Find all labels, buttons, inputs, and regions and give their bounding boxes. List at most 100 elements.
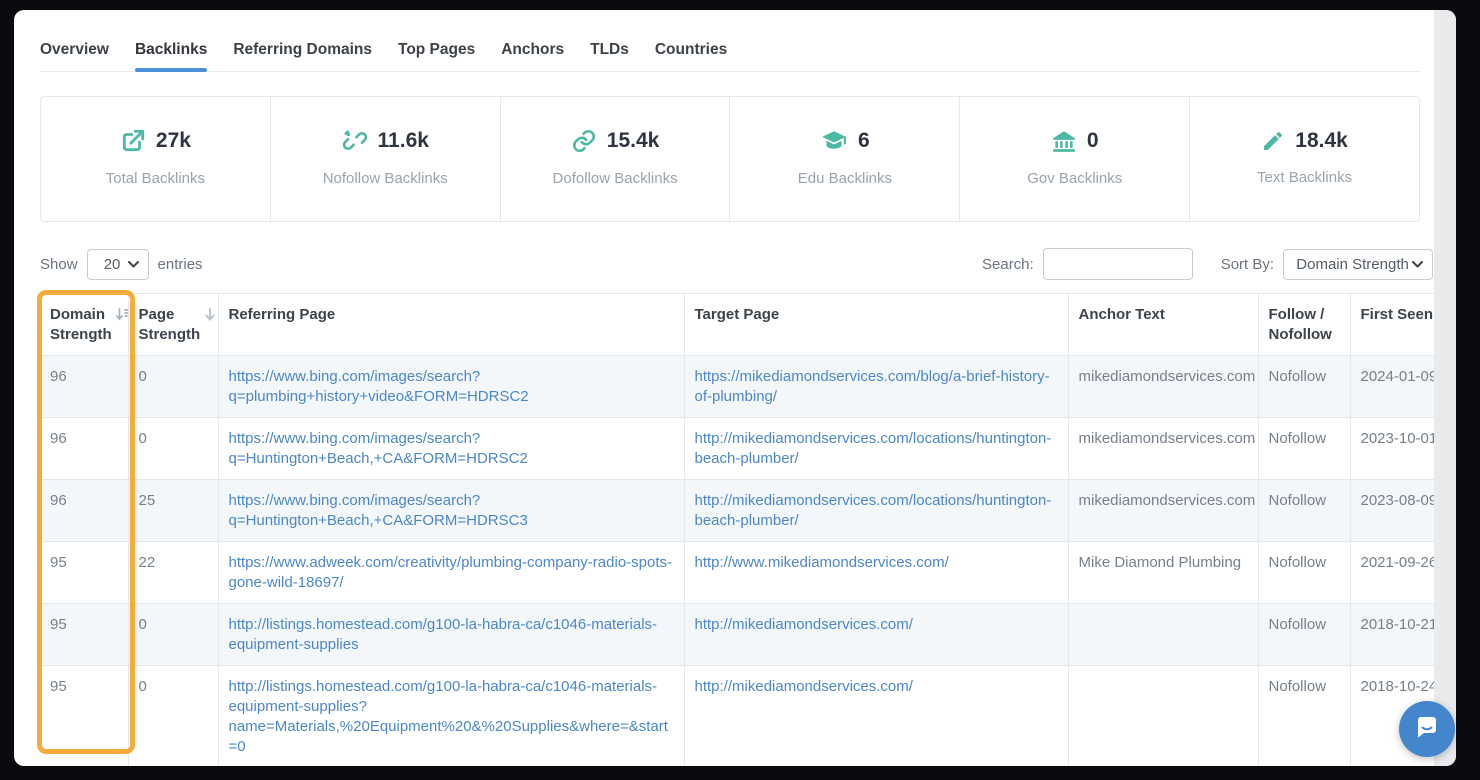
cell-target-page-link[interactable]: http://www.mikediamondservices.com/	[694, 554, 949, 571]
entries-select[interactable]: 20	[86, 248, 149, 280]
stat-text-backlinks: 18.4k Text Backlinks	[1189, 97, 1419, 221]
tab-backlinks[interactable]: Backlinks	[134, 41, 208, 72]
tab-bar: Overview Backlinks Referring Domains Top…	[40, 38, 1420, 72]
stat-total-backlinks: 27k Total Backlinks	[41, 97, 270, 221]
header-label: Anchor Text	[1078, 306, 1165, 323]
cell-anchor-text: Mike Diamond Plumbing	[1068, 541, 1259, 604]
tab-referring-domains[interactable]: Referring Domains	[233, 41, 372, 58]
cell-target-page-link[interactable]: http://mikediamondservices.com/	[694, 678, 913, 695]
cell-follow: Nofollow	[1258, 417, 1351, 480]
header-page-strength[interactable]: Page Strength	[128, 293, 219, 356]
stat-edu-backlinks: 6 Edu Backlinks	[729, 97, 959, 221]
stat-value: 15.4k	[606, 129, 660, 152]
cell-target-page: http://mikediamondservices.com/	[684, 603, 1069, 666]
cell-domain-strength: 96	[40, 355, 129, 418]
tab-anchors[interactable]: Anchors	[501, 41, 565, 58]
header-referring-page[interactable]: Referring Page	[218, 293, 685, 356]
tab-countries[interactable]: Countries	[654, 41, 728, 58]
header-label: Follow / Nofollow	[1268, 306, 1332, 343]
stat-value: 0	[1086, 129, 1099, 152]
stat-value: 6	[858, 129, 870, 152]
cell-page-strength: 0	[128, 603, 219, 666]
bank-icon	[1051, 128, 1077, 154]
link-icon	[571, 128, 597, 154]
cell-first-seen: 2023-08-09	[1350, 479, 1434, 542]
cell-anchor-text: mikediamondservices.com	[1068, 355, 1259, 418]
header-domain-strength[interactable]: Domain Strength	[40, 293, 129, 356]
cell-referring-page: http://listings.homestead.com/g100-la-ha…	[218, 603, 685, 666]
cell-referring-page: https://www.bing.com/images/search?q=plu…	[218, 355, 685, 418]
cell-referring-page: https://www.adweek.com/creativity/plumbi…	[218, 541, 685, 604]
header-label: First Seen	[1360, 306, 1434, 323]
cell-target-page: http://mikediamondservices.com/locations…	[684, 479, 1069, 542]
backlink-stats-card: 27k Total Backlinks 11.6k Nofollow Backl…	[40, 96, 1420, 222]
cell-referring-page-link[interactable]: https://www.bing.com/images/search?q=Hun…	[228, 430, 528, 467]
stat-label: Dofollow Backlinks	[552, 170, 678, 187]
stat-value: 27k	[155, 129, 191, 152]
search-input[interactable]	[1042, 248, 1193, 280]
header-follow-nofollow[interactable]: Follow / Nofollow	[1258, 293, 1351, 356]
sort-by-select[interactable]: Domain Strength	[1283, 248, 1434, 280]
cell-referring-page: http://listings.homestead.com/g100-la-ha…	[218, 665, 685, 766]
header-anchor-text[interactable]: Anchor Text	[1068, 293, 1259, 356]
table-row: 95 0 http://listings.homestead.com/g100-la…	[40, 665, 1434, 766]
cell-referring-page-link[interactable]: http://listings.homestead.com/g100-la-ha…	[228, 616, 658, 653]
cell-target-page-link[interactable]: http://mikediamondservices.com/locations…	[694, 492, 1052, 529]
cell-target-page-link[interactable]: http://mikediamondservices.com/	[694, 616, 913, 633]
header-target-page[interactable]: Target Page	[684, 293, 1069, 356]
header-label: Page Strength	[138, 306, 201, 343]
chat-launcher-button[interactable]	[1399, 701, 1455, 757]
cell-anchor-text: mikediamondservices.com	[1068, 479, 1259, 542]
header-label: Referring Page	[228, 306, 336, 323]
stat-label: Nofollow Backlinks	[322, 170, 448, 187]
stat-gov-backlinks: 0 Gov Backlinks	[959, 97, 1189, 221]
cell-domain-strength: 96	[40, 417, 129, 480]
cell-target-page: http://mikediamondservices.com/	[684, 665, 1069, 766]
entries-select-value: 20	[103, 255, 121, 273]
backlinks-panel: Overview Backlinks Referring Domains Top…	[14, 10, 1456, 766]
stat-value: 18.4k	[1295, 129, 1348, 152]
sort-amount-icon[interactable]	[115, 307, 127, 327]
cell-referring-page-link[interactable]: https://www.bing.com/images/search?q=Hun…	[228, 492, 528, 529]
backlinks-table: Domain Strength Page Strength	[40, 293, 1434, 766]
cell-referring-page: https://www.bing.com/images/search?q=Hun…	[218, 479, 685, 542]
graduation-cap-icon	[820, 128, 848, 154]
header-first-seen[interactable]: First Seen	[1350, 293, 1434, 356]
right-gutter	[1434, 10, 1456, 766]
cell-page-strength: 0	[128, 665, 219, 766]
cell-follow: Nofollow	[1258, 355, 1351, 418]
cell-anchor-text	[1068, 603, 1259, 666]
search-label: Search:	[982, 255, 1034, 273]
cell-page-strength: 0	[128, 417, 219, 480]
stat-value: 11.6k	[377, 129, 429, 152]
pencil-icon	[1261, 129, 1285, 153]
cell-follow: Nofollow	[1258, 665, 1351, 766]
sort-by-label: Sort By:	[1220, 255, 1275, 273]
header-label: Domain Strength	[50, 306, 112, 343]
cell-target-page: http://www.mikediamondservices.com/	[684, 541, 1069, 604]
arrow-down-icon[interactable]	[204, 307, 216, 327]
table-header-row: Domain Strength Page Strength	[40, 293, 1434, 356]
table-row: 95 22 https://www.adweek.com/creativity/pl…	[40, 541, 1434, 604]
entries-controls: Show 20 entries	[40, 248, 203, 280]
cell-referring-page-link[interactable]: http://listings.homestead.com/g100-la-ha…	[228, 678, 668, 755]
cell-domain-strength: 96	[40, 479, 129, 542]
tab-top-pages[interactable]: Top Pages	[398, 41, 476, 58]
cell-follow: Nofollow	[1258, 479, 1351, 542]
cell-anchor-text: mikediamondservices.com	[1068, 417, 1259, 480]
cell-target-page-link[interactable]: http://mikediamondservices.com/locations…	[694, 430, 1052, 467]
external-link-icon	[120, 128, 146, 154]
table-row: 96 0 https://www.bing.com/images/search?q=…	[40, 355, 1434, 418]
cell-target-page: https://mikediamondservices.com/blog/a-b…	[684, 355, 1069, 418]
cell-referring-page-link[interactable]: https://www.adweek.com/creativity/plumbi…	[228, 554, 673, 591]
show-label: Show	[40, 255, 78, 273]
cell-referring-page-link[interactable]: https://www.bing.com/images/search?q=plu…	[228, 368, 529, 405]
tab-tlds[interactable]: TLDs	[590, 41, 629, 58]
cell-page-strength: 0	[128, 355, 219, 418]
cell-domain-strength: 95	[40, 541, 129, 604]
cell-target-page-link[interactable]: https://mikediamondservices.com/blog/a-b…	[694, 368, 1050, 405]
stat-label: Total Backlinks	[105, 170, 206, 187]
cell-page-strength: 22	[128, 541, 219, 604]
tab-overview[interactable]: Overview	[40, 41, 109, 58]
stat-label: Gov Backlinks	[1027, 170, 1123, 187]
